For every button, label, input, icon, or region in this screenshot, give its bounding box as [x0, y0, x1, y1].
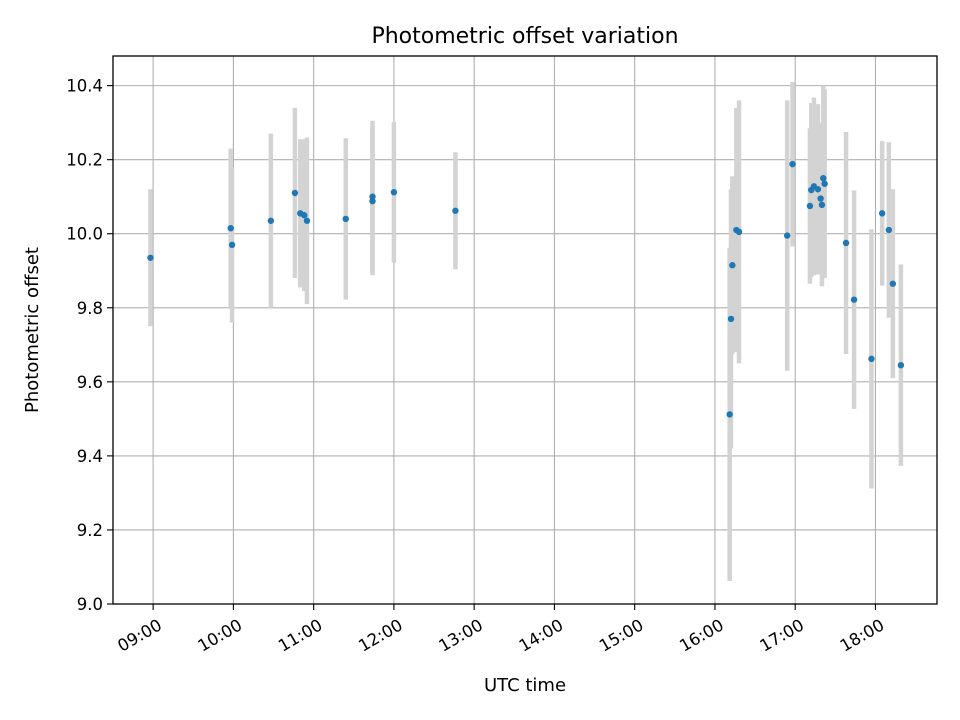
plot-frame [112, 55, 938, 605]
data-point [303, 217, 311, 224]
data-point [821, 180, 828, 187]
data-point [783, 232, 791, 239]
data-point [726, 411, 733, 418]
data-point [897, 361, 905, 369]
data-point [452, 207, 459, 214]
data-point [868, 355, 875, 363]
x-axis-label: UTC time [484, 675, 566, 696]
y-tick-label: 9.4 [77, 447, 103, 466]
y-tick-label: 9.8 [77, 299, 103, 318]
data-point [817, 195, 824, 202]
data-point [885, 226, 893, 234]
data-point [850, 296, 858, 303]
y-tick-label: 10.4 [66, 77, 103, 96]
y-axis-ticks: 9.0 9.2 9.4 9.6 9.8 10.0 10.2 10.4 [66, 77, 113, 614]
data-point [735, 228, 743, 236]
y-axis-label: Photometric offset [22, 247, 43, 413]
data-point [806, 202, 814, 210]
data-point [301, 212, 308, 219]
data-point [369, 197, 376, 205]
data-point [842, 239, 850, 247]
data-point [727, 315, 735, 323]
data-point [818, 201, 826, 209]
y-tick-label: 10.0 [66, 225, 103, 244]
data-point [342, 215, 349, 223]
data-point [789, 160, 796, 168]
data-point [267, 217, 275, 224]
data-point [369, 193, 376, 200]
data-point [390, 189, 398, 196]
y-tick-label: 9.0 [77, 595, 103, 614]
data-point [147, 254, 154, 261]
data-point [228, 241, 236, 249]
data-point [291, 189, 299, 197]
data-point [889, 280, 897, 287]
data-point [729, 262, 736, 269]
y-tick-label: 9.6 [77, 373, 103, 392]
data-point [814, 186, 822, 193]
y-tick-label: 10.2 [66, 151, 103, 170]
data-points [147, 160, 905, 418]
chart-title: Photometric offset variation [371, 24, 678, 49]
data-point [227, 224, 234, 232]
data-point [820, 174, 827, 182]
data-point [878, 210, 886, 217]
y-tick-label: 9.2 [77, 521, 103, 540]
